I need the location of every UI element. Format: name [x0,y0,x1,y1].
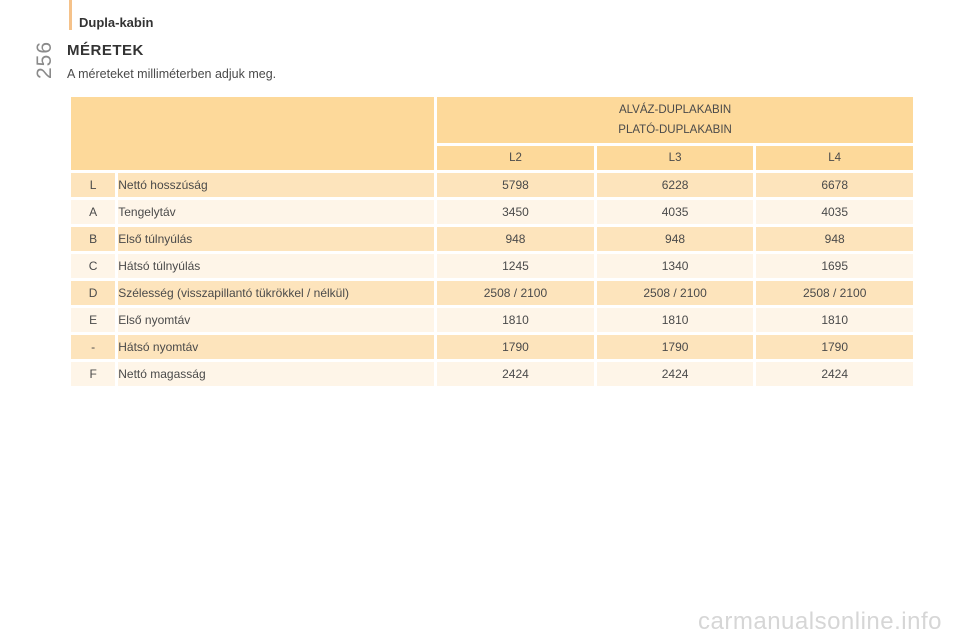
row-value-l4: 948 [756,227,913,251]
column-header-l3: L3 [596,146,754,170]
row-value-l2: 1790 [437,335,594,359]
row-value-l4: 6678 [756,173,913,197]
section-accent-bar [69,0,72,30]
header-group-cell: ALVÁZ-DUPLAKABIN PLATÓ-DUPLAKABIN [437,97,913,143]
row-value-l2: 3450 [437,200,594,224]
intro-text: A méreteket milliméterben adjuk meg. [67,67,277,81]
row-code: - [71,335,116,359]
table-row: D Szélesség (visszapillantó tükrökkel / … [71,281,913,305]
row-value-l2: 2508 / 2100 [437,281,594,305]
header-empty-cell [71,97,435,170]
page-number-text: 256 [33,40,56,80]
row-code: E [71,308,116,332]
row-code: D [71,281,116,305]
row-value-l2: 948 [437,227,594,251]
row-value-l3: 2508 / 2100 [596,281,754,305]
row-code: L [71,173,116,197]
column-header-l4: L4 [756,146,913,170]
row-value-l3: 2424 [596,362,754,386]
table-row: L Nettó hosszúság 5798 6228 6678 [71,173,913,197]
row-value-l4: 2424 [756,362,913,386]
page-heading: MÉRETEK [67,42,144,59]
table-row: B Első túlnyúlás 948 948 948 [71,227,913,251]
page-number: 256 [30,40,60,80]
row-value-l2: 5798 [437,173,594,197]
table-row: A Tengelytáv 3450 4035 4035 [71,200,913,224]
row-label: Nettó magasság [118,362,435,386]
row-code: F [71,362,116,386]
table-row: F Nettó magasság 2424 2424 2424 [71,362,913,386]
row-value-l2: 2424 [437,362,594,386]
row-value-l4: 4035 [756,200,913,224]
row-value-l3: 4035 [596,200,754,224]
table-row: - Hátsó nyomtáv 1790 1790 1790 [71,335,913,359]
column-header-l2: L2 [437,146,594,170]
row-label: Első túlnyúlás [118,227,435,251]
row-label: Első nyomtáv [118,308,435,332]
row-value-l3: 948 [596,227,754,251]
row-code: B [71,227,116,251]
row-value-l2: 1245 [437,254,594,278]
row-label: Tengelytáv [118,200,435,224]
dimensions-table: ALVÁZ-DUPLAKABIN PLATÓ-DUPLAKABIN L2 L3 … [68,94,916,389]
row-value-l4: 2508 / 2100 [756,281,913,305]
group-header-line1: ALVÁZ-DUPLAKABIN [618,104,732,116]
row-value-l3: 1340 [596,254,754,278]
watermark: carmanualsonline.info [698,608,942,635]
row-value-l2: 1810 [437,308,594,332]
row-code: A [71,200,116,224]
row-code: C [71,254,116,278]
row-label: Hátsó túlnyúlás [118,254,435,278]
row-value-l4: 1695 [756,254,913,278]
row-label: Nettó hosszúság [118,173,435,197]
row-value-l4: 1790 [756,335,913,359]
row-value-l3: 1790 [596,335,754,359]
table-header-group-row: ALVÁZ-DUPLAKABIN PLATÓ-DUPLAKABIN [71,97,913,170]
table-row: C Hátsó túlnyúlás 1245 1340 1695 [71,254,913,278]
row-value-l3: 1810 [596,308,754,332]
table-row: E Első nyomtáv 1810 1810 1810 [71,308,913,332]
group-header-line2: PLATÓ-DUPLAKABIN [618,124,732,136]
row-value-l4: 1810 [756,308,913,332]
table-header-columns-row: L2 L3 L4 [71,146,913,170]
row-label: Hátsó nyomtáv [118,335,435,359]
section-title: Dupla-kabin [79,15,154,30]
row-value-l3: 6228 [596,173,754,197]
row-label: Szélesség (visszapillantó tükrökkel / né… [118,281,435,305]
